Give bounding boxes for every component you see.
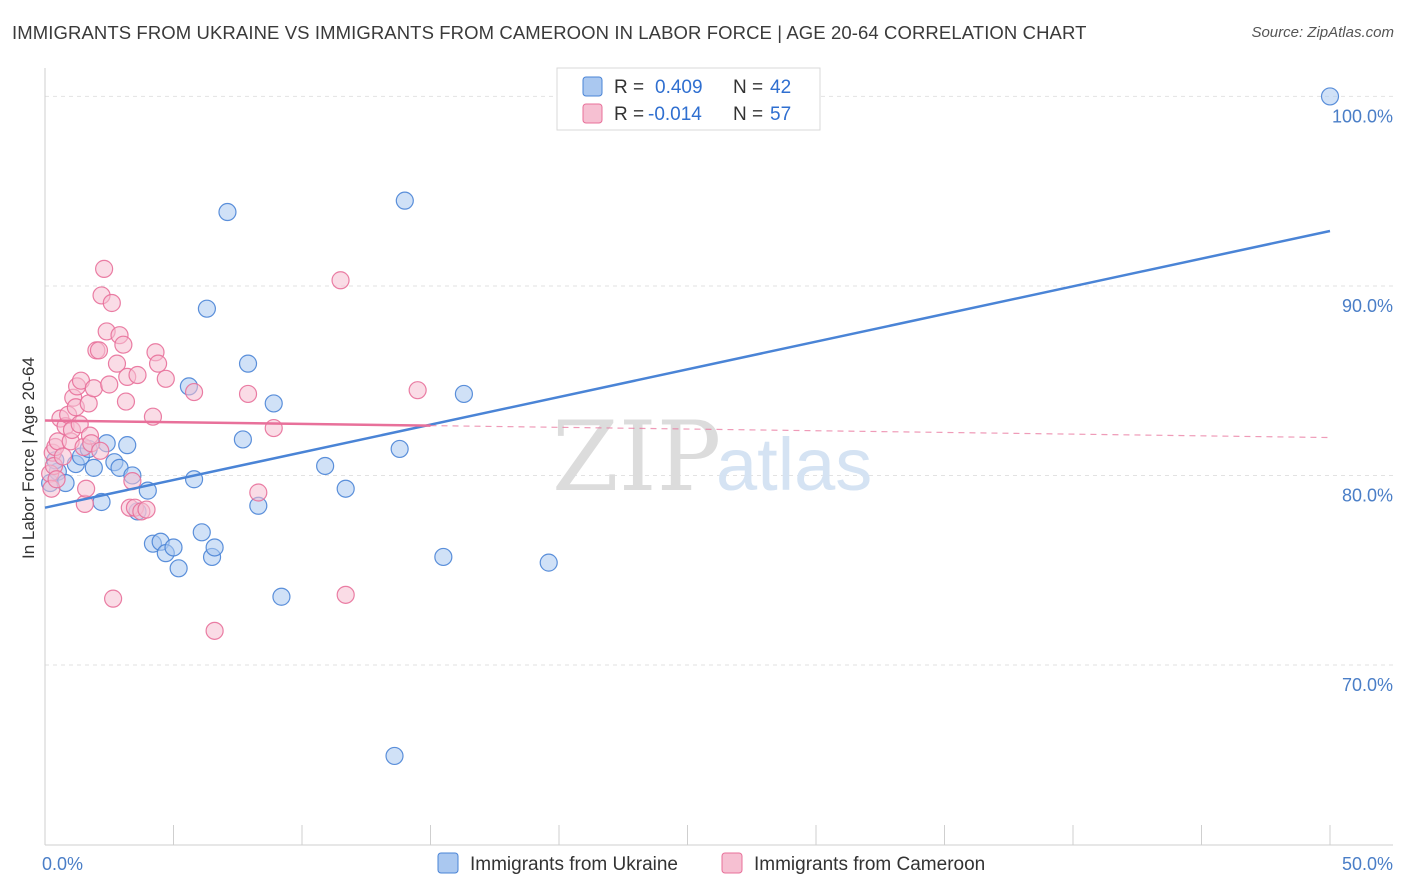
point-cameroon-7 xyxy=(53,447,73,466)
point-ukraine-32 xyxy=(272,587,291,606)
trend-line-dashed-cameroon xyxy=(430,425,1331,439)
point-cameroon-49 xyxy=(205,621,224,640)
watermark-zip: ZIP xyxy=(552,401,721,513)
point-ukraine-37 xyxy=(395,191,414,210)
point-ukraine-28 xyxy=(233,430,252,449)
point-ukraine-40 xyxy=(539,553,558,572)
point-ukraine-20 xyxy=(169,559,188,578)
y-tick-labels: 70.0% 80.0% 90.0% 100.0% xyxy=(1332,106,1393,695)
point-cameroon-56 xyxy=(47,470,66,489)
point-cameroon-54 xyxy=(336,585,355,604)
point-cameroon-46 xyxy=(148,354,168,373)
y-tick-label-2: 90.0% xyxy=(1342,296,1393,316)
point-ukraine-24 xyxy=(197,299,217,318)
point-ukraine-41 xyxy=(1320,87,1340,106)
series-legend-label-cameroon: Immigrants from Cameroon xyxy=(754,854,985,875)
watermark-atlas: atlas xyxy=(716,423,872,506)
point-cameroon-35 xyxy=(114,335,133,354)
watermark: ZIP atlas xyxy=(552,401,872,513)
legend-swatch-ukraine xyxy=(582,76,603,97)
legend-r-value-cameroon: -0.014 xyxy=(648,104,702,125)
point-cameroon-55 xyxy=(408,381,427,400)
point-cameroon-20 xyxy=(79,394,98,413)
legend-r-value-ukraine: 0.409 xyxy=(655,77,703,98)
point-cameroon-43 xyxy=(137,500,156,519)
point-ukraine-34 xyxy=(336,479,355,498)
point-ukraine-39 xyxy=(454,384,474,404)
point-cameroon-48 xyxy=(184,382,204,402)
point-cameroon-26 xyxy=(91,441,110,460)
x-tick-labels: 0.0% 50.0% xyxy=(42,854,1393,874)
x-tick-label-1: 50.0% xyxy=(1342,854,1393,874)
trend-line-ukraine xyxy=(44,229,1331,509)
y-axis-title: In Labor Force | Age 20-64 xyxy=(19,357,38,559)
series-legend-swatch-cameroon xyxy=(721,852,743,874)
point-cameroon-53 xyxy=(331,271,350,290)
legend-r-label-ukraine: R = xyxy=(614,77,644,98)
point-ukraine-7 xyxy=(84,458,103,477)
point-ukraine-27 xyxy=(218,202,237,222)
trend-line-cameroon xyxy=(44,419,431,427)
point-cameroon-23 xyxy=(84,379,103,398)
point-cameroon-41 xyxy=(128,365,147,385)
point-cameroon-33 xyxy=(107,354,127,373)
point-cameroon-30 xyxy=(100,375,119,394)
point-ukraine-19 xyxy=(164,538,183,557)
legend-n-label-ukraine: N = xyxy=(733,77,763,98)
gridlines xyxy=(45,95,1393,666)
point-cameroon-28 xyxy=(95,259,114,278)
point-ukraine-31 xyxy=(264,394,283,413)
point-cameroon-32 xyxy=(104,589,123,608)
point-ukraine-29 xyxy=(238,354,258,373)
y-tick-label-3: 100.0% xyxy=(1332,106,1393,126)
point-ukraine-36 xyxy=(390,439,409,459)
point-ukraine-35 xyxy=(385,746,404,766)
point-ukraine-26 xyxy=(205,538,224,557)
trend-lines xyxy=(44,229,1331,509)
point-ukraine-38 xyxy=(434,547,453,567)
series-legend-swatch-ukraine xyxy=(437,852,459,874)
point-cameroon-52 xyxy=(264,418,283,438)
y-tick-label-1: 80.0% xyxy=(1342,485,1393,505)
point-cameroon-50 xyxy=(238,384,258,404)
point-cameroon-31 xyxy=(102,293,121,313)
legend-n-value-ukraine: 42 xyxy=(770,77,791,98)
point-ukraine-12 xyxy=(118,436,137,455)
series-legend-label-ukraine: Immigrants from Ukraine xyxy=(470,854,678,875)
legend-n-label-cameroon: N = xyxy=(733,104,763,125)
chart-title: IMMIGRANTS FROM UKRAINE VS IMMIGRANTS FR… xyxy=(12,22,1087,43)
point-cameroon-25 xyxy=(89,341,109,360)
legend-n-value-cameroon: 57 xyxy=(770,104,791,125)
point-cameroon-51 xyxy=(249,483,268,502)
point-ukraine-23 xyxy=(192,523,211,542)
point-cameroon-47 xyxy=(156,369,175,388)
point-cameroon-36 xyxy=(116,392,136,411)
legend-r-label-cameroon: R = xyxy=(614,104,644,125)
point-cameroon-19 xyxy=(77,479,96,498)
y-tick-label-0: 70.0% xyxy=(1342,675,1393,695)
stats-legend: R = 0.409 N = 42 R = -0.014 N = 57 xyxy=(556,67,821,131)
chart-source: Source: ZipAtlas.com xyxy=(1251,24,1394,41)
point-ukraine-33 xyxy=(316,456,335,476)
series-legend: Immigrants from Ukraine Immigrants from … xyxy=(437,852,985,875)
x-tick-label-0: 0.0% xyxy=(42,854,83,874)
legend-swatch-cameroon xyxy=(582,103,603,124)
